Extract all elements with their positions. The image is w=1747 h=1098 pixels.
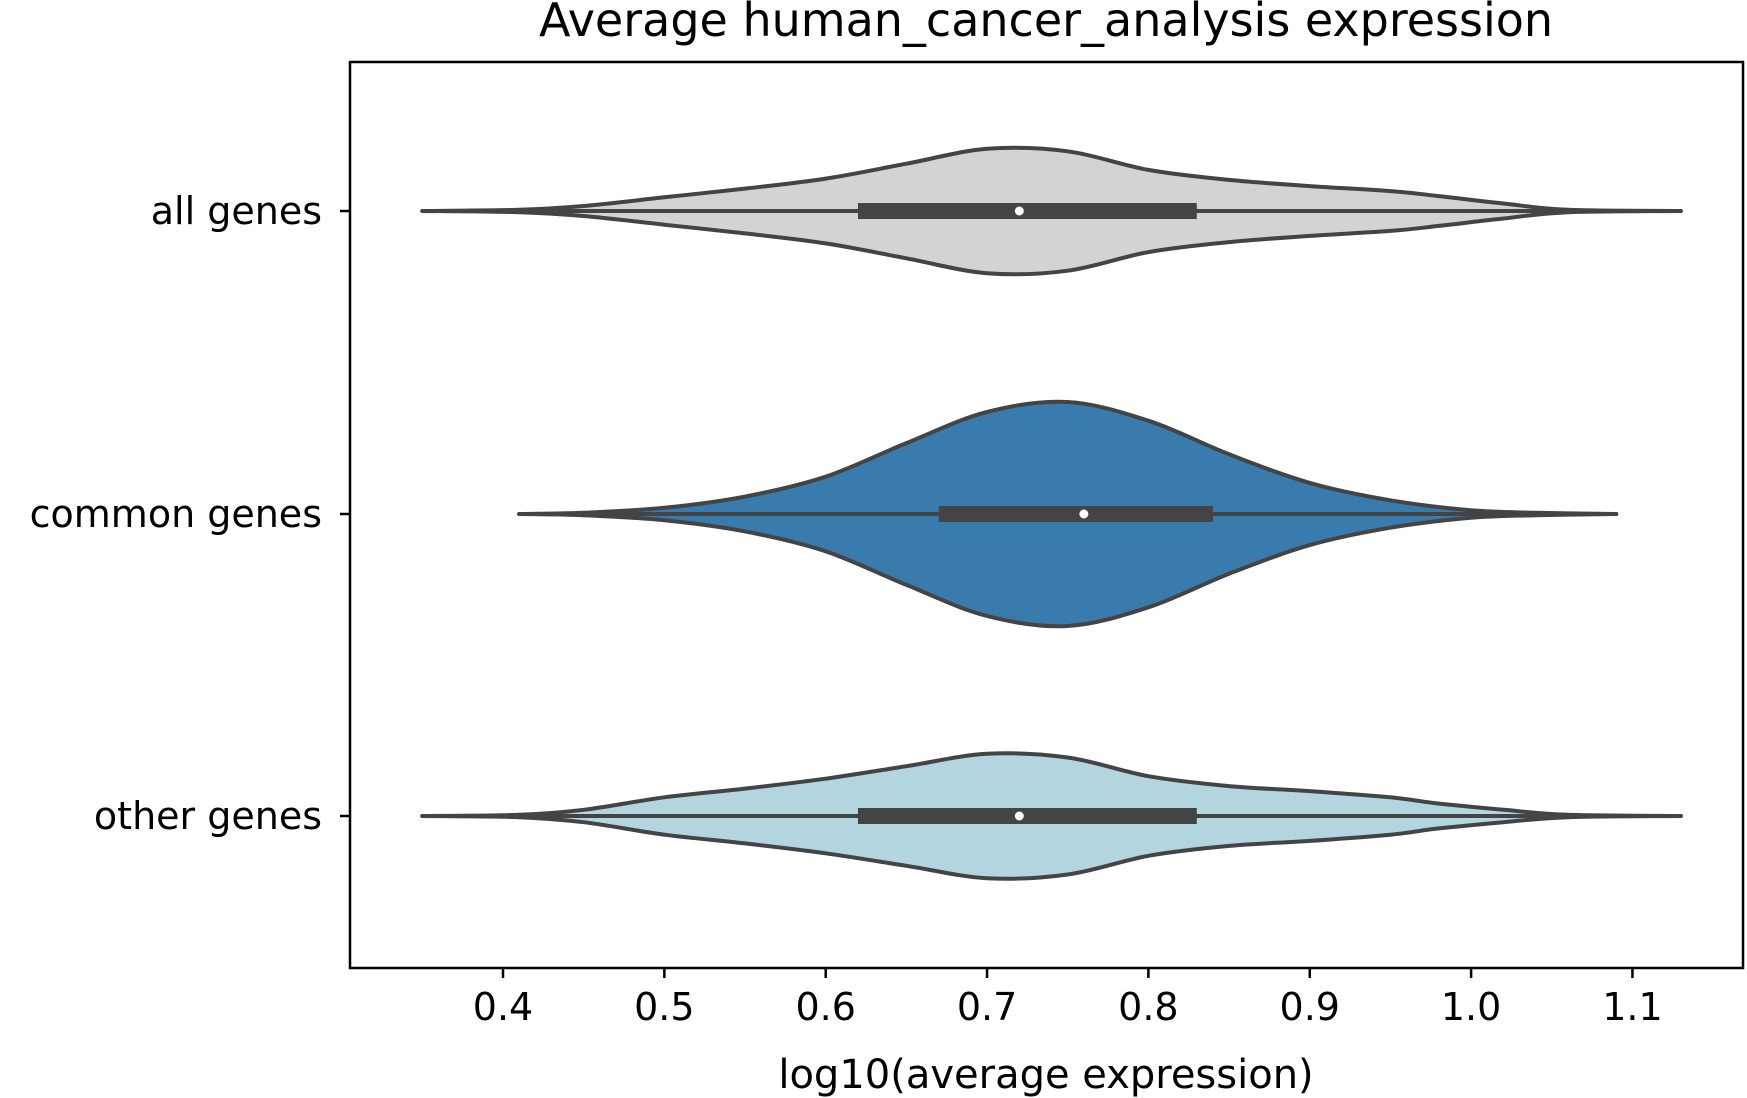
iqr-box (857, 203, 1197, 219)
x-tick-label: 0.6 (795, 985, 855, 1029)
violin-other-genes (420, 751, 1683, 881)
y-tick-label: common genes (30, 492, 322, 536)
x-tick-label: 0.4 (473, 985, 533, 1029)
plot-frame (348, 60, 1745, 970)
x-axis-label: log10(average expression) (778, 1052, 1313, 1098)
iqr-box (938, 506, 1213, 522)
chart-title: Average human_cancer_analysis expression (539, 0, 1553, 47)
y-tick-label: other genes (94, 794, 322, 838)
x-tick-label: 0.9 (1280, 985, 1340, 1029)
median-point (1014, 811, 1024, 821)
x-tick-label: 1.1 (1602, 985, 1662, 1029)
violin-common-genes (517, 399, 1619, 629)
iqr-box (857, 808, 1197, 824)
x-tick-label: 0.7 (957, 985, 1017, 1029)
x-axis-ticks: 0.4 0.5 0.6 0.7 0.8 0.9 1.0 1.1 (473, 968, 1663, 1029)
violins-layer (420, 145, 1683, 881)
x-tick-label: 0.5 (634, 985, 694, 1029)
y-axis-ticks: all genes common genes other genes (30, 189, 350, 838)
x-tick-label: 0.8 (1118, 985, 1178, 1029)
y-tick-label: all genes (151, 189, 322, 233)
violin-all-genes (420, 145, 1683, 277)
median-point (1014, 206, 1024, 216)
median-point (1079, 509, 1089, 519)
x-tick-label: 1.0 (1441, 985, 1501, 1029)
